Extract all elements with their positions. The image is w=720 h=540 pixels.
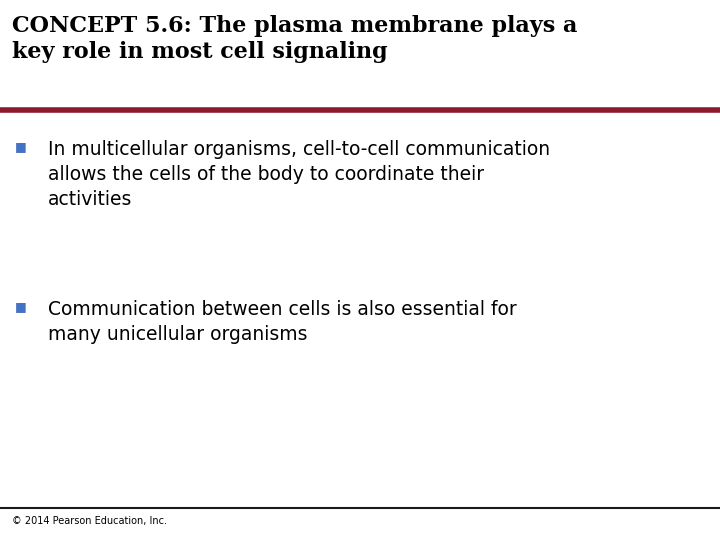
Text: © 2014 Pearson Education, Inc.: © 2014 Pearson Education, Inc. <box>12 516 167 526</box>
Text: In multicellular organisms, cell-to-cell communication
allows the cells of the b: In multicellular organisms, cell-to-cell… <box>48 140 550 209</box>
Text: ■: ■ <box>15 300 27 313</box>
Text: Communication between cells is also essential for
many unicellular organisms: Communication between cells is also esse… <box>48 300 517 344</box>
Text: CONCEPT 5.6: The plasma membrane plays a
key role in most cell signaling: CONCEPT 5.6: The plasma membrane plays a… <box>12 15 577 63</box>
Text: ■: ■ <box>15 140 27 153</box>
